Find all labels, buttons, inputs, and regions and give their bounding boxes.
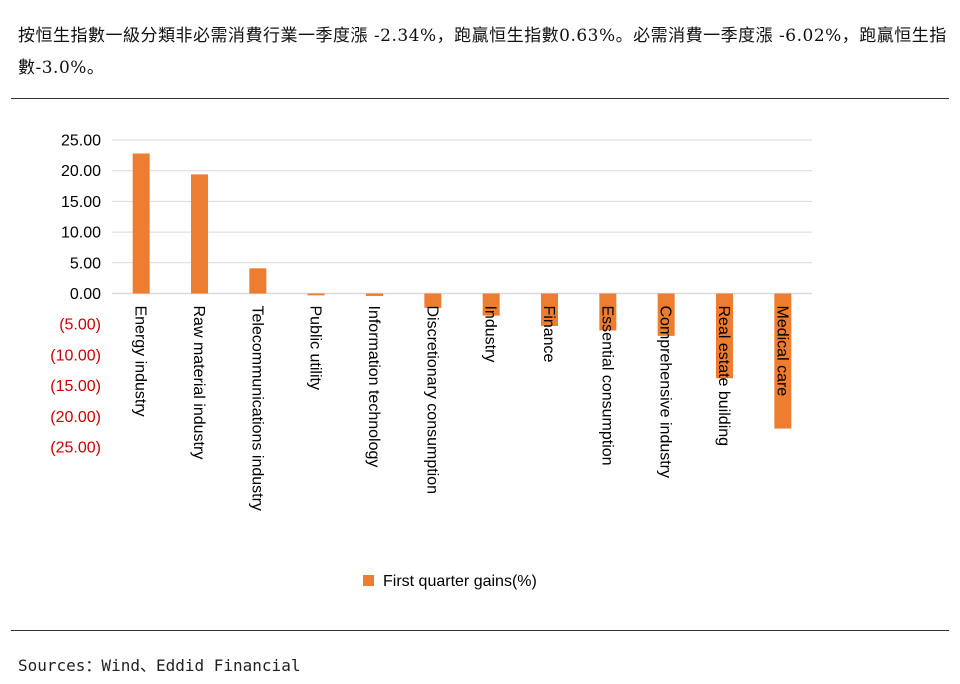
y-tick-label: 15.00 (61, 194, 101, 211)
bar (307, 293, 325, 296)
bar (657, 293, 675, 336)
category-label: Comprehensive industry (657, 306, 674, 479)
y-tick-label: 5.00 (70, 255, 101, 272)
bar (541, 293, 558, 327)
bar (249, 268, 267, 294)
category-label: Public utility (307, 306, 324, 390)
legend-swatch (363, 575, 374, 586)
category-label: Energy industry (132, 306, 149, 417)
category-label: Finance (540, 306, 557, 363)
legend-label: First quarter gains(%) (383, 573, 537, 590)
bar-chart: 25.00 20.00 15.00 10.00 5.00 0.00 (5.00) (10.00… (50, 133, 812, 590)
source-note: Sources：Wind、Eddid Financial (18, 656, 301, 675)
legend: First quarter gains(%) (363, 573, 537, 590)
y-tick-label: 25.00 (61, 133, 101, 150)
bar (366, 293, 383, 296)
y-tick-label: (25.00) (50, 440, 101, 457)
category-label: Raw material industry (190, 306, 207, 460)
y-tick-label: 10.00 (61, 225, 101, 242)
intro-paragraph: 按恒生指數一級分類非必需消費行業一季度漲 -2.34%，跑贏恒生指數0.63%。… (18, 26, 947, 78)
bar (132, 153, 150, 294)
y-tick-label: (15.00) (50, 378, 101, 395)
bar (774, 293, 792, 429)
bar (482, 293, 500, 316)
bar (716, 293, 733, 379)
bar (191, 174, 208, 294)
category-label: Essential consumption (598, 306, 615, 466)
y-tick-label: 20.00 (61, 163, 101, 180)
bar (424, 293, 442, 308)
category-label: Information technology (365, 306, 382, 468)
bottom-divider (11, 630, 949, 631)
y-tick-label: 0.00 (70, 286, 101, 303)
category-label: Real estate building (715, 306, 732, 447)
category-label: Discretionary consumption (423, 306, 440, 495)
y-tick-label: (5.00) (59, 317, 101, 334)
category-labels: Energy industry Raw material industry Tele… (132, 306, 791, 511)
chart-gridlines (112, 139, 812, 295)
y-axis-ticks: 25.00 20.00 15.00 10.00 5.00 0.00 (5.00) (10.00… (50, 133, 101, 457)
category-label: Telecommunications industry (248, 306, 265, 511)
category-label: Industry (482, 306, 499, 363)
y-tick-label: (20.00) (50, 409, 101, 426)
bar (599, 293, 617, 331)
category-label: Medical care (773, 306, 790, 397)
chart-bars (132, 153, 792, 429)
top-divider (11, 98, 949, 99)
y-tick-label: (10.00) (50, 347, 101, 364)
